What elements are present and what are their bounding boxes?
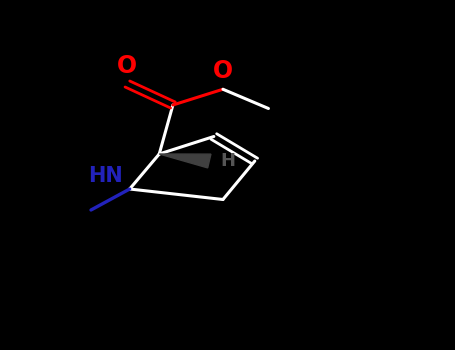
Text: O: O: [213, 59, 233, 83]
Text: H: H: [221, 152, 236, 170]
Text: HN: HN: [88, 166, 123, 186]
Text: O: O: [117, 54, 137, 78]
Polygon shape: [159, 154, 211, 168]
